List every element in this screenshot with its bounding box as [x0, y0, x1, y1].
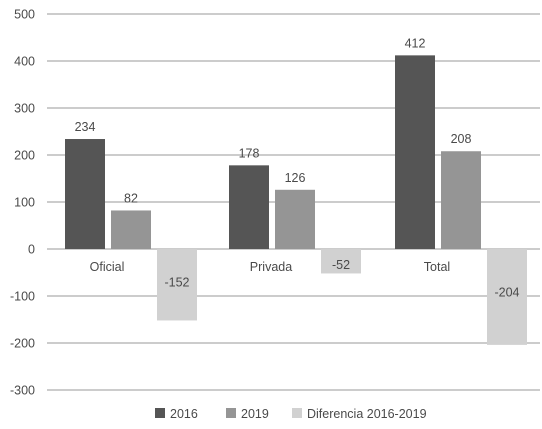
bar: [111, 210, 151, 249]
bar: [275, 189, 315, 249]
bar: [229, 165, 269, 249]
legend-label: 2019: [241, 407, 269, 421]
y-tick-label: -100: [10, 290, 35, 304]
data-label: 82: [124, 191, 138, 205]
bar: [441, 151, 481, 249]
legend-swatch: [226, 408, 236, 418]
category-label: Total: [424, 260, 450, 274]
y-tick-label: 200: [14, 149, 35, 163]
bars: [65, 55, 527, 345]
category-label: Privada: [250, 260, 292, 274]
data-label: 412: [405, 36, 426, 50]
data-label: -152: [164, 276, 189, 290]
legend-swatch: [292, 408, 302, 418]
y-tick-label: 0: [28, 243, 35, 257]
y-tick-label: -200: [10, 337, 35, 351]
legend-label: 2016: [170, 407, 198, 421]
bar: [395, 55, 435, 249]
data-label: -204: [494, 285, 519, 299]
category-labels: Oficial Privada Total: [90, 260, 451, 274]
y-tick-label: 300: [14, 102, 35, 116]
y-tick-label: 500: [14, 8, 35, 22]
data-label: 234: [75, 120, 96, 134]
legend: 2016 2019 Diferencia 2016-2019: [155, 407, 427, 421]
bar: [157, 249, 197, 321]
legend-swatch: [155, 408, 165, 418]
bar: [321, 249, 361, 274]
data-label: 208: [451, 132, 472, 146]
data-label: 178: [239, 146, 260, 160]
category-label: Oficial: [90, 260, 125, 274]
data-label: -52: [332, 258, 350, 272]
data-labels: 234 178 412 82 126 208 -152 -52 -204: [75, 36, 520, 299]
bar: [65, 139, 105, 249]
y-tick-label: -300: [10, 384, 35, 398]
legend-label: Diferencia 2016-2019: [307, 407, 427, 421]
y-tick-label: 100: [14, 196, 35, 210]
data-label: 126: [285, 171, 306, 185]
y-tick-label: 400: [14, 55, 35, 69]
y-axis-tick-labels: 500 400 300 200 100 0 -100 -200 -300: [10, 8, 35, 398]
bar: [487, 249, 527, 345]
